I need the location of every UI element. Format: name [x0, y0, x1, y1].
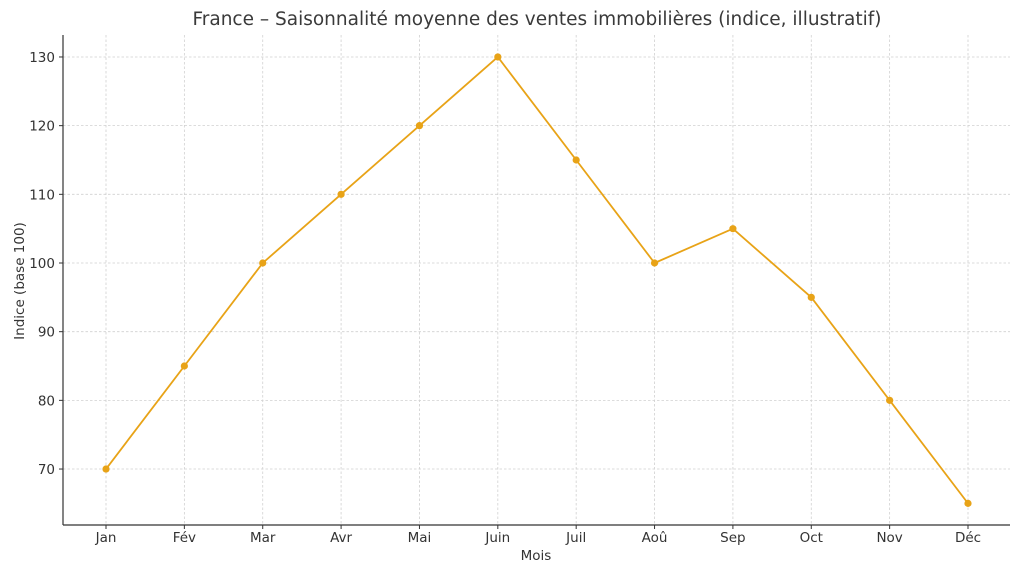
x-tick-label: Jan — [95, 530, 117, 546]
x-tick-label: Déc — [955, 530, 981, 546]
data-point-marker — [572, 156, 580, 164]
grid-lines — [63, 35, 1010, 525]
data-point-marker — [415, 122, 424, 130]
data-point-marker — [650, 259, 659, 267]
y-tick-label: 110 — [29, 187, 55, 203]
y-axis-label: Indice (base 100) — [12, 222, 28, 340]
x-tick-label: Nov — [876, 530, 902, 546]
x-axis-ticks: Jan Fév Mar Avr Mai Juin Juil Aoû Sep Oct Nov Déc — [95, 525, 981, 546]
x-tick-label: Juin — [484, 530, 510, 546]
data-point-marker — [102, 465, 110, 473]
y-tick-label: 70 — [38, 462, 55, 478]
data-point-marker — [337, 190, 345, 198]
x-axis-label: Mois — [521, 548, 552, 564]
data-point-marker — [964, 499, 972, 507]
x-tick-label: Juil — [565, 530, 586, 546]
data-series — [102, 53, 972, 507]
data-point-marker — [886, 396, 894, 404]
x-tick-label: Oct — [800, 530, 823, 546]
x-tick-label: Avr — [330, 530, 352, 546]
y-tick-label: 120 — [29, 119, 55, 135]
x-tick-label: Mai — [408, 530, 432, 546]
axes — [62, 35, 1010, 526]
y-axis-ticks: 70 80 90 100 110 120 130 — [29, 50, 63, 478]
data-point-marker — [729, 225, 737, 233]
x-tick-label: Aoû — [642, 530, 668, 546]
y-tick-label: 130 — [29, 50, 55, 66]
data-point-marker — [807, 293, 815, 301]
data-point-marker — [180, 362, 188, 370]
data-point-marker — [259, 259, 267, 267]
x-tick-label: Mar — [250, 530, 276, 546]
data-point-marker — [494, 53, 502, 61]
series-line — [105, 56, 969, 504]
y-tick-label: 80 — [38, 393, 55, 409]
x-tick-label: Sep — [720, 530, 745, 546]
y-tick-label: 100 — [29, 256, 55, 272]
chart-title: France – Saisonnalité moyenne des ventes… — [192, 9, 882, 30]
y-tick-label: 90 — [38, 325, 55, 341]
x-tick-label: Fév — [173, 530, 196, 546]
